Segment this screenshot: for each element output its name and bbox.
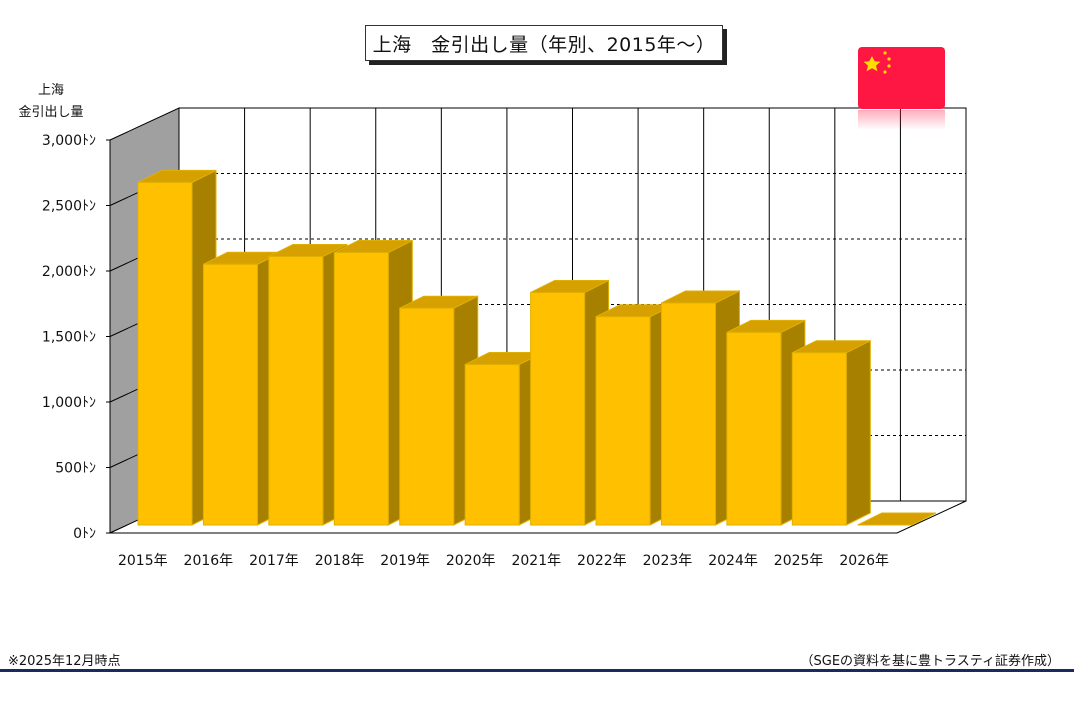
y-tick-label: 2,000ﾄﾝ (42, 264, 96, 280)
x-tick-label: 2024年 (708, 553, 758, 569)
china-flag-icon (858, 47, 945, 109)
as-of-note: ※2025年12月時点 (8, 654, 121, 669)
x-tick-label: 2022年 (577, 553, 627, 569)
x-tick-label: 2018年 (315, 553, 365, 569)
bar (137, 181, 193, 526)
bar (202, 263, 258, 526)
bar-side (845, 339, 871, 526)
x-tick-label: 2026年 (839, 553, 889, 569)
bar (464, 364, 520, 526)
x-tick-label: 2015年 (118, 553, 168, 569)
flag-large-star (863, 56, 881, 72)
bar (268, 255, 324, 526)
flag-reflection (858, 110, 945, 130)
x-tick-label: 2017年 (249, 553, 299, 569)
bar (333, 252, 389, 526)
flag-small-star-2 (887, 57, 891, 61)
flag-small-star-3 (887, 64, 891, 68)
y-tick-label: 1,000ﾄﾝ (42, 395, 96, 411)
bar (530, 291, 586, 526)
flag-small-star-1 (883, 51, 887, 55)
x-tick-label: 2016年 (184, 553, 234, 569)
chart-title-text: 上海 金引出し量（年別、2015年～） (372, 33, 716, 56)
y-axis-label-line-2: 金引出し量 (18, 105, 84, 120)
y-tick-label: 2,500ﾄﾝ (42, 199, 96, 215)
bottom-divider (0, 669, 1074, 672)
flag-small-star-4 (883, 70, 887, 74)
x-tick-label: 2023年 (643, 553, 693, 569)
bar (726, 331, 782, 526)
x-tick-label: 2025年 (774, 553, 824, 569)
bar (791, 352, 847, 526)
x-tick-label: 2021年 (511, 553, 561, 569)
y-tick-label: 1,500ﾄﾝ (42, 330, 96, 346)
flag-stars (863, 51, 891, 74)
y-tick-label: 3,000ﾄﾝ (42, 133, 96, 149)
bar-top (857, 512, 936, 526)
y-tick-label: 0ﾄﾝ (73, 526, 96, 542)
x-tick-label: 2019年 (380, 553, 430, 569)
x-tick-label: 2020年 (446, 553, 496, 569)
y-tick-label: 500ﾄﾝ (55, 461, 96, 477)
y-axis-label: 上海 金引出し量 (10, 80, 92, 124)
source-note: （SGEの資料を基に豊トラスティ証券作成） (800, 654, 1061, 669)
bar (660, 302, 716, 526)
y-axis-label-line-1: 上海 (37, 83, 64, 98)
chart-title: 上海 金引出し量（年別、2015年～） (365, 25, 723, 61)
bar (399, 307, 455, 526)
bar (595, 316, 651, 526)
